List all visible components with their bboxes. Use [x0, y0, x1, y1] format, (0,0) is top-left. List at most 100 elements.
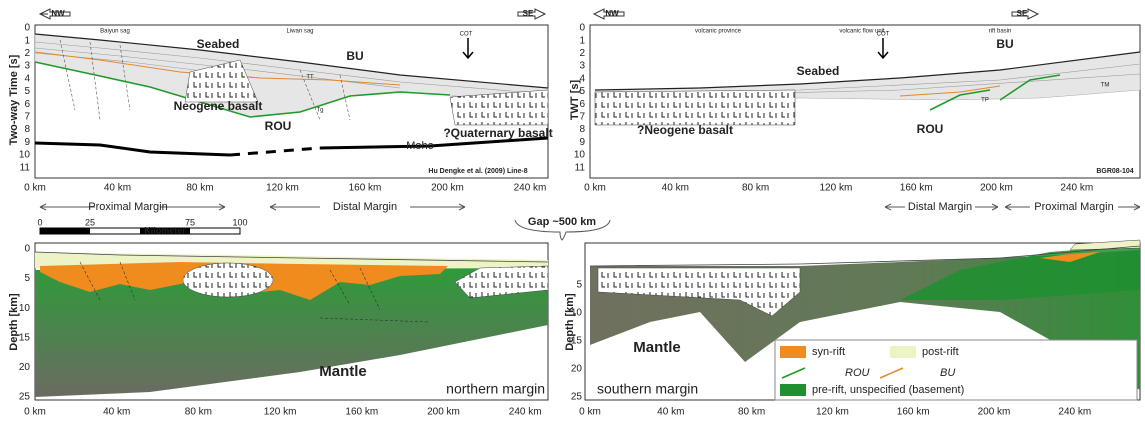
- margin-arrows: [39, 203, 1141, 241]
- arrow-box: [517, 8, 547, 20]
- basalt: [597, 267, 801, 317]
- moho: [34, 141, 231, 157]
- y-tick-label: 5: [576, 280, 582, 291]
- annotation: rift basin: [989, 29, 1012, 35]
- seabed: [594, 51, 1141, 91]
- basalt: [454, 265, 549, 299]
- x-tick-label: 0 km: [579, 407, 601, 418]
- y-tick-label: 5: [24, 273, 30, 284]
- cot-arrow: [877, 38, 889, 60]
- direction-boxes: [38, 8, 1040, 20]
- margin-label: Proximal Margin: [88, 201, 167, 213]
- legend-label: BU: [940, 367, 955, 379]
- x-tick-label: 40 km: [103, 407, 130, 418]
- y-tick-label: 8: [579, 124, 585, 135]
- legend-box: [774, 339, 1138, 401]
- x-tick-label: 240 km: [1058, 407, 1091, 418]
- fault: [79, 261, 431, 323]
- arrow-box: [38, 8, 71, 20]
- annotation: Mantle: [633, 339, 681, 356]
- margin-label: Proximal Margin: [1034, 201, 1113, 213]
- y-axis-label: Depth [km]: [564, 293, 576, 351]
- arrow-box: [592, 8, 625, 20]
- y-axis-label: Depth [km]: [8, 293, 20, 351]
- x-tick-label: 0 km: [24, 183, 46, 194]
- post-rift: [1069, 239, 1141, 251]
- direction: NW: [605, 9, 619, 18]
- rou-line: [34, 61, 451, 118]
- pre-rift: [900, 246, 1140, 300]
- y-tick-label: 7: [579, 112, 585, 123]
- x-tick-label: 80 km: [742, 183, 769, 194]
- y-tick-label: 1: [24, 35, 30, 46]
- seabed: [589, 245, 1141, 267]
- legend-swatch: [879, 367, 904, 379]
- panel-bottom-left: [34, 227, 549, 401]
- basalt: [449, 89, 549, 126]
- panel-bottom-right: [584, 239, 1141, 401]
- basement: [35, 268, 548, 397]
- y-tick-label: 2: [579, 48, 585, 59]
- legend-swatch: [780, 346, 806, 358]
- annotation: ROU: [917, 122, 944, 136]
- x-tick-label: 120 km: [820, 183, 853, 194]
- annotation: southern margin: [597, 381, 698, 397]
- y-tick-label: 10: [574, 150, 586, 161]
- x-tick-label: 80 km: [185, 407, 212, 418]
- seabed: [34, 33, 549, 89]
- y-axis-label: TWT [s]: [569, 80, 581, 121]
- bu-line: [899, 85, 1001, 97]
- y-tick-label: 20: [571, 364, 583, 375]
- annotation: COT: [877, 32, 890, 38]
- basalt: [182, 262, 274, 298]
- annotation: BGR08-104: [1096, 168, 1133, 175]
- x-tick-label: 80 km: [186, 183, 213, 194]
- annotation: Mantle: [319, 363, 367, 380]
- legend-label: pre-rift, unspecified (basement): [812, 384, 964, 396]
- y-tick-label: 3: [579, 61, 585, 72]
- y-tick-label: 25: [571, 392, 583, 403]
- y-tick-label: 8: [24, 124, 30, 135]
- annotation: volcanic flow unit: [839, 29, 885, 35]
- x-tick-label: 0 km: [24, 407, 46, 418]
- y-tick-label: 25: [19, 392, 31, 403]
- y-tick-label: 15: [19, 332, 31, 343]
- seabed: [34, 251, 549, 263]
- scale-bar: [140, 228, 190, 234]
- x-tick-label: 160 km: [345, 407, 378, 418]
- legend-swatch: [890, 346, 916, 358]
- basalt: [594, 89, 796, 126]
- annotation: ?Quaternary basalt: [443, 126, 552, 140]
- y-tick-label: 1: [579, 35, 585, 46]
- annotation: Seabed: [797, 64, 840, 78]
- annotation: ROU: [265, 119, 292, 133]
- annotation: volcanic province: [695, 29, 742, 35]
- y-tick-label: 6: [579, 99, 585, 110]
- annotation: COT: [460, 32, 473, 38]
- direction: SE: [523, 9, 534, 18]
- scale-label: 75: [185, 217, 195, 227]
- y-tick-label: 4: [24, 73, 30, 84]
- moho: [319, 136, 549, 150]
- x-tick-label: 80 km: [738, 407, 765, 418]
- x-tick-label: 120 km: [816, 407, 849, 418]
- scale-label: Kilometer: [144, 225, 186, 235]
- x-tick-label: 40 km: [662, 183, 689, 194]
- x-tick-label: 200 km: [980, 183, 1013, 194]
- legend-label: ROU: [845, 367, 870, 379]
- annotation: TM: [1101, 83, 1110, 89]
- y-tick-label: 9: [579, 137, 585, 148]
- x-tick-label: 40 km: [104, 183, 131, 194]
- x-tick-label: 120 km: [264, 407, 297, 418]
- y-tick-label: 11: [20, 162, 31, 173]
- y-tick-label: 2: [24, 48, 30, 59]
- x-tick-label: 160 km: [897, 407, 930, 418]
- y-tick-label: 5: [24, 86, 30, 97]
- y-tick-label: 6: [24, 99, 30, 110]
- x-tick-label: 0 km: [584, 183, 606, 194]
- x-tick-label: 160 km: [900, 183, 933, 194]
- annotation: Tg: [316, 108, 323, 114]
- y-tick-label: 0: [24, 244, 30, 255]
- y-tick-label: 11: [575, 162, 586, 173]
- y-tick-label: 5: [579, 86, 585, 97]
